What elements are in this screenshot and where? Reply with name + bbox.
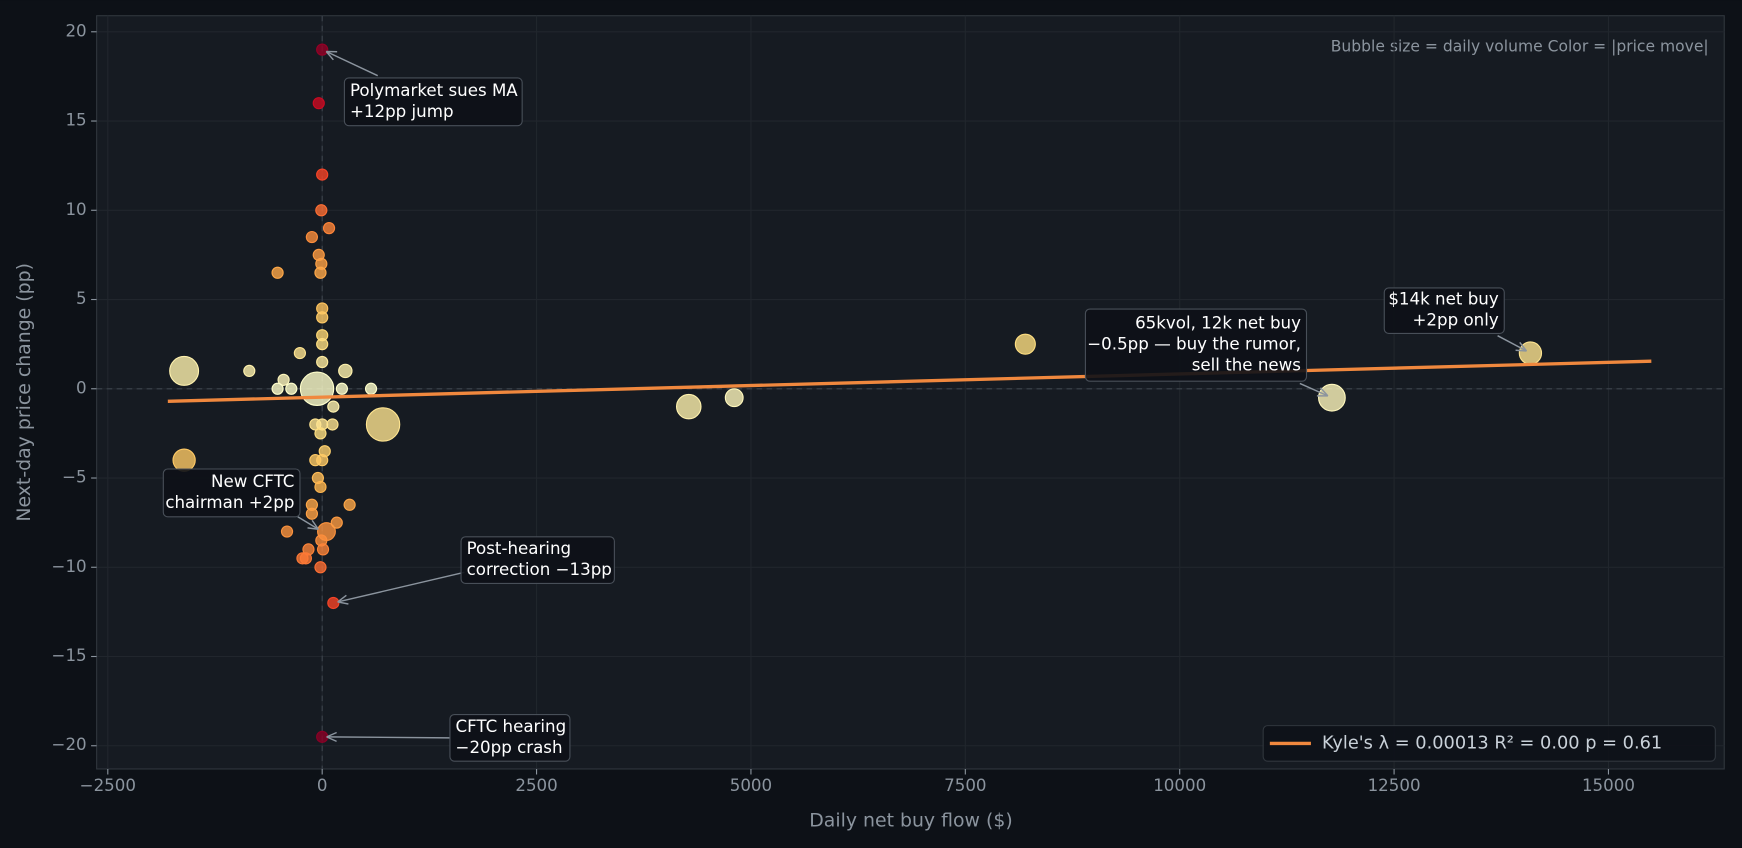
x-tick-label: 5000 <box>730 776 772 795</box>
x-tick-label: 15000 <box>1582 776 1635 795</box>
annotation-text: sell the news <box>1192 356 1301 375</box>
bubble <box>327 400 340 413</box>
x-tick-label: 2500 <box>515 776 557 795</box>
annotation-box <box>1084 308 1308 382</box>
annotation-arrow <box>297 516 319 530</box>
arrow-head <box>307 519 319 530</box>
bubble <box>293 346 306 360</box>
bubble <box>271 382 284 395</box>
arrow-head <box>326 731 337 743</box>
fit-line <box>167 359 1652 403</box>
bubble <box>322 222 336 235</box>
x-tick-label: 7500 <box>944 776 986 795</box>
annotation-text: chairman +2pp <box>165 493 294 512</box>
bubble <box>299 371 335 406</box>
bubble <box>314 266 327 279</box>
bubble <box>296 552 309 565</box>
annotation-text: 65kvol, 12k net buy <box>1135 314 1301 333</box>
bubble <box>1318 383 1346 412</box>
annotation-arrow <box>1299 382 1329 397</box>
legend-box <box>1262 725 1716 762</box>
bubble <box>316 43 329 56</box>
arrow-head <box>1515 341 1528 352</box>
y-tick-label: 10 <box>65 200 86 219</box>
bubble <box>675 393 702 420</box>
annotation-text: New CFTC <box>211 472 294 491</box>
y-tick-label: −10 <box>51 557 86 576</box>
annotation-arrow <box>326 736 450 739</box>
annotation-text: CFTC hearing <box>455 717 566 736</box>
bubble <box>169 355 200 386</box>
bubble <box>1014 333 1036 355</box>
y-tick-label: −15 <box>51 646 86 665</box>
bubble <box>724 388 744 408</box>
annotation-arrow <box>325 50 379 77</box>
bubble <box>316 543 330 556</box>
legend-label: Kyle's λ = 0.00013 R² = 0.00 p = 0.61 <box>1322 733 1662 753</box>
annotation-box <box>460 536 615 584</box>
x-tick-label: 10000 <box>1153 776 1206 795</box>
bubble <box>271 266 284 279</box>
annotation-arrow <box>337 571 465 603</box>
bubble <box>316 355 329 369</box>
x-tick-label: 12500 <box>1368 776 1421 795</box>
annotation-text: Polymarket sues MA <box>350 81 518 100</box>
y-tick-label: 5 <box>76 289 87 308</box>
x-tick-label: 0 <box>317 776 328 795</box>
bubble <box>316 730 329 743</box>
y-tick-label: 15 <box>65 111 86 130</box>
annotation-box <box>343 77 523 127</box>
bubble <box>305 230 319 244</box>
annotation-text: −0.5pp — buy the rumor, <box>1087 335 1301 354</box>
bubble <box>316 338 329 351</box>
annotation-text: +2pp only <box>1412 311 1498 330</box>
arrow-head <box>1316 387 1329 397</box>
y-tick-label: 20 <box>65 21 86 40</box>
x-tick-label: −2500 <box>80 776 136 795</box>
annotation-text: correction −13pp <box>467 560 612 579</box>
bubble <box>338 363 353 379</box>
annotation-text: Post-hearing <box>467 539 571 558</box>
bubble <box>285 382 298 395</box>
bubble <box>343 498 356 511</box>
bubble <box>326 418 339 431</box>
note: Bubble size = daily volume Color = |pric… <box>1331 37 1709 55</box>
bubble <box>305 507 319 520</box>
bubble <box>243 364 256 378</box>
y-tick-label: −5 <box>62 468 87 487</box>
bubble <box>280 525 294 538</box>
y-axis-label: Next-day price change (pp) <box>13 263 35 522</box>
bubble <box>316 311 329 324</box>
annotation-box <box>449 713 571 762</box>
bubble <box>335 382 349 395</box>
bubble <box>172 448 196 472</box>
bubble <box>365 407 401 442</box>
bubble <box>309 454 322 467</box>
x-axis-label: Daily net buy flow ($) <box>809 810 1012 832</box>
bubble <box>315 204 328 217</box>
bubble <box>316 168 329 181</box>
bubble <box>314 480 327 494</box>
annotation-box <box>1383 287 1505 335</box>
bubble <box>364 382 378 395</box>
annotation-box <box>162 468 301 518</box>
annotation-text: +12pp jump <box>350 102 454 121</box>
bubble <box>314 427 327 440</box>
bubble <box>314 561 327 574</box>
y-tick-label: 0 <box>76 378 87 397</box>
bubble <box>312 97 325 110</box>
bubble <box>309 418 322 431</box>
arrow-head <box>325 50 338 61</box>
bubble <box>277 373 290 386</box>
bubble <box>327 596 340 610</box>
annotation-text: −20pp crash <box>455 738 562 757</box>
bubble <box>330 516 343 529</box>
arrow-head <box>337 594 349 605</box>
annotation-arrow <box>1497 335 1527 352</box>
y-tick-label: −20 <box>51 735 86 754</box>
annotation-text: $14k net buy <box>1388 290 1498 309</box>
